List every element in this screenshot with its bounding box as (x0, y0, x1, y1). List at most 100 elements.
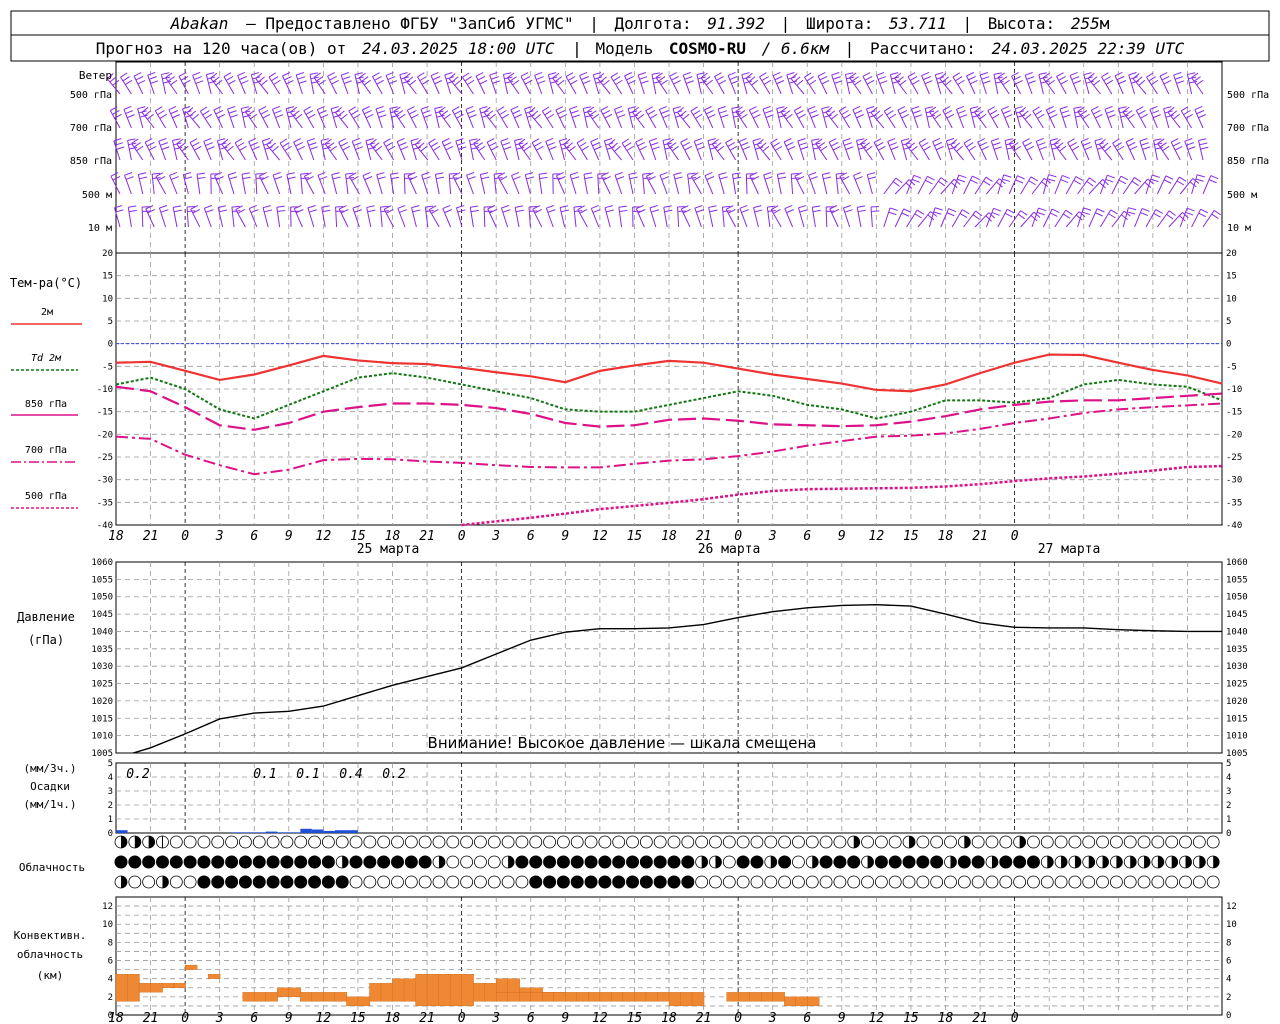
wind-barb-staff (189, 142, 201, 161)
wind-barb-feather (161, 146, 170, 150)
wind-barb-feather (853, 171, 862, 176)
wind-barb-feather (205, 209, 214, 213)
wind-barb-feather (1024, 72, 1033, 76)
wind-barb-staff (682, 75, 691, 95)
wind-barb-feather (809, 79, 817, 86)
wind-barb-staff (186, 207, 189, 228)
wind-barb-feather (704, 106, 712, 111)
wind-barb-feather (157, 110, 165, 116)
wind-barb-staff (739, 208, 748, 228)
wind-barb-staff (473, 143, 486, 161)
y-tick-label: -35 (1226, 498, 1242, 508)
wind-barb-feather (435, 110, 444, 114)
wind-barb-feather (515, 209, 524, 213)
wind-barb-staff (335, 112, 349, 129)
wind-barb-staff (856, 207, 862, 228)
wind-barb-feather (183, 172, 192, 176)
wind-barb-feather (991, 211, 1000, 216)
wind-barb-feather (567, 76, 576, 81)
wind-barb-feather (1082, 113, 1090, 120)
wind-barb-feather (282, 142, 290, 148)
wind-barb-feather (109, 76, 117, 83)
wind-barb-feather (155, 172, 164, 177)
wind-barb-feather (892, 80, 901, 84)
wind-barb-feather (184, 114, 193, 118)
wind-barb-staff (335, 207, 338, 228)
wind-barb-staff (798, 207, 805, 228)
wind-barb-staff (873, 142, 885, 161)
wind-barb-staff (452, 175, 463, 195)
wind-barb-feather (783, 110, 791, 116)
wind-barb-feather (614, 105, 623, 110)
wind-barb-staff (479, 174, 486, 195)
wind-barb-feather (1196, 79, 1204, 86)
wind-barb-feather (901, 212, 910, 217)
wind-barb-feather (854, 110, 863, 115)
computed-value: 24.03.2025 22:39 UTC (992, 39, 1185, 58)
wind-barb-staff (354, 74, 360, 95)
wind-barb-feather (1118, 80, 1127, 85)
wind-barb-staff (528, 207, 531, 228)
wind-barb-staff (182, 174, 189, 195)
wind-barb-feather (372, 72, 380, 77)
wind-barb-staff (414, 144, 429, 161)
wind-barb-staff (618, 207, 623, 228)
y-tick-label: -25 (97, 453, 113, 463)
wind-barb-feather (1108, 213, 1116, 219)
wind-barb-staff (1101, 76, 1113, 95)
convective-bar (691, 992, 705, 1007)
wind-barb-feather (640, 80, 649, 84)
wind-barb-feather (375, 106, 384, 110)
wind-barb-feather (946, 138, 955, 142)
wind-barb-feather (389, 106, 398, 109)
wind-barb-feather (1163, 79, 1172, 85)
cloud-symbol-half (438, 856, 445, 868)
wind-barb-feather (983, 180, 991, 186)
y-tick-label: 15 (1226, 272, 1237, 282)
wind-barb-feather (584, 114, 594, 118)
wind-barb-feather (1004, 212, 1013, 218)
wind-barb-feather (497, 172, 506, 177)
wind-barb-feather (579, 72, 588, 77)
wind-barb-feather (752, 138, 761, 142)
wind-barb-feather (741, 72, 750, 76)
wind-barb-feather (510, 106, 519, 111)
wind-barb-staff (1184, 141, 1193, 161)
wind-barb-staff (456, 207, 463, 228)
wind-barb-feather (573, 205, 582, 208)
pressure-unit: (гПа) (28, 633, 64, 647)
wind-barb-feather (272, 145, 279, 152)
wind-barb-feather (172, 138, 181, 141)
wind-barb-feather (1049, 138, 1058, 142)
wind-barb-feather (512, 110, 521, 115)
wind-barb-staff (558, 140, 566, 161)
wind-barb-feather (602, 110, 611, 115)
wind-barb-feather (552, 72, 560, 79)
cloud-symbol-overcast (211, 855, 225, 869)
wind-barb-staff (658, 109, 668, 129)
cloud-symbol-clear (639, 835, 653, 849)
wind-barb-staff (1042, 174, 1050, 195)
cloud-symbol-overcast (280, 855, 294, 869)
wind-barb-feather (454, 79, 462, 86)
wind-barb-feather (851, 76, 859, 82)
wind-barb-feather (1095, 113, 1103, 119)
wind-barb-feather (704, 172, 713, 177)
cloud-symbol-clear (709, 875, 722, 889)
wind-barb-feather (749, 106, 757, 111)
wind-barb-feather (993, 72, 1002, 75)
wind-barb-staff (214, 175, 224, 195)
precip-bar (346, 830, 358, 833)
wind-barb-feather (205, 142, 213, 146)
wind-barb-feather (808, 172, 817, 176)
wind-barb-feather (1096, 208, 1105, 213)
wind-barb-feather (1147, 178, 1155, 185)
precip-bar (288, 832, 301, 833)
wind-barb-feather (637, 209, 646, 214)
wind-barb-staff (399, 74, 406, 95)
wind-barb-feather (1002, 110, 1011, 115)
cloud-symbol-clear (418, 875, 432, 889)
wind-barb-staff (1042, 208, 1053, 228)
wind-barb-feather (182, 106, 191, 110)
cloud-symbol-clear (446, 875, 460, 889)
